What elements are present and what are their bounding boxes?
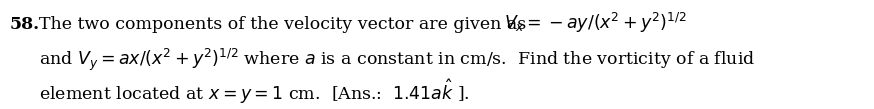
Text: The two components of the velocity vector are given as: The two components of the velocity vecto… [38, 16, 531, 33]
Text: element located at $x = y = 1$ cm.  [Ans.:  $1.41a\hat{k}$ ].: element located at $x = y = 1$ cm. [Ans.… [38, 78, 469, 106]
Text: 58.: 58. [10, 16, 39, 33]
Text: $V_x = -ay/(x^2 + y^2)^{1/2}$: $V_x = -ay/(x^2 + y^2)^{1/2}$ [504, 11, 687, 35]
Text: and $V_y = ax/(x^2 + y^2)^{1/2}$ where $a$ is a constant in cm/s.  Find the vort: and $V_y = ax/(x^2 + y^2)^{1/2}$ where $… [38, 47, 755, 73]
